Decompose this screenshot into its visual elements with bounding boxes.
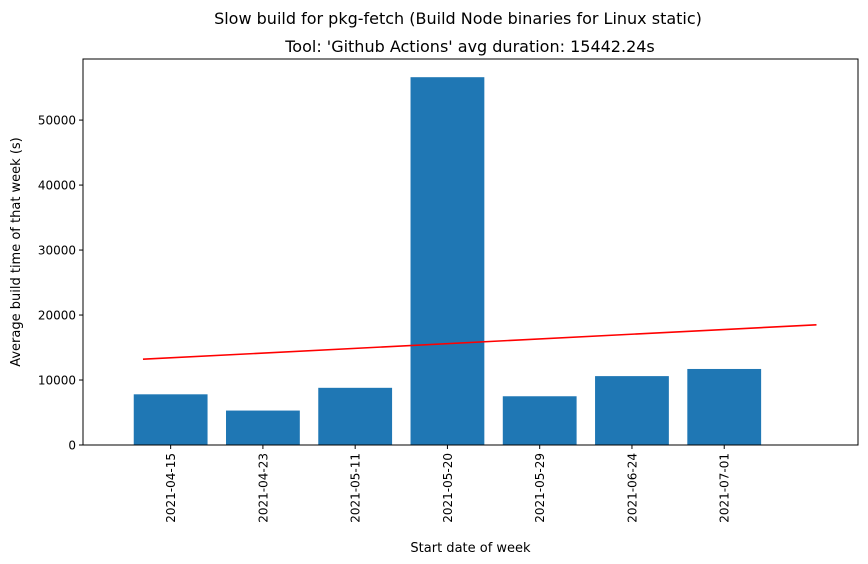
trend-line-group — [142, 323, 817, 361]
trend-line — [142, 323, 817, 361]
y-tick-label: 10000 — [38, 374, 76, 388]
bars-group — [133, 77, 762, 446]
x-tick-label: 2021-04-23 — [256, 453, 270, 523]
bar — [410, 77, 485, 446]
x-tick-label: 2021-05-11 — [349, 453, 363, 523]
bar — [595, 376, 669, 445]
chart-title: Tool: 'Github Actions' avg duration: 154… — [284, 37, 655, 56]
bar — [226, 410, 300, 445]
bar — [502, 396, 577, 445]
bar — [318, 387, 393, 445]
y-tick-label: 20000 — [38, 309, 76, 323]
y-tick-label: 40000 — [38, 179, 76, 193]
x-tick-label: 2021-05-29 — [533, 453, 547, 523]
y-axis: 0 10000 20000 30000 40000 50000 — [38, 114, 83, 453]
x-tick-label: 2021-07-01 — [718, 453, 732, 523]
x-tick-label: 2021-04-15 — [164, 453, 178, 523]
x-axis: 2021-04-15 2021-04-23 2021-05-11 2021-05-20… — [164, 445, 732, 523]
chart-suptitle: Slow build for pkg-fetch (Build Node bin… — [214, 9, 702, 28]
x-tick-label: 2021-05-20 — [441, 453, 455, 523]
y-tick-label: 30000 — [38, 244, 76, 258]
y-tick-label: 50000 — [38, 114, 76, 128]
x-tick-label: 2021-06-24 — [625, 453, 639, 523]
x-axis-label: Start date of week — [410, 541, 531, 556]
bar — [687, 368, 762, 445]
bar — [133, 394, 208, 445]
plot-frame — [82, 58, 859, 446]
y-tick-label: 0 — [68, 439, 76, 453]
y-axis-label: Average build time of that week (s) — [9, 137, 24, 367]
